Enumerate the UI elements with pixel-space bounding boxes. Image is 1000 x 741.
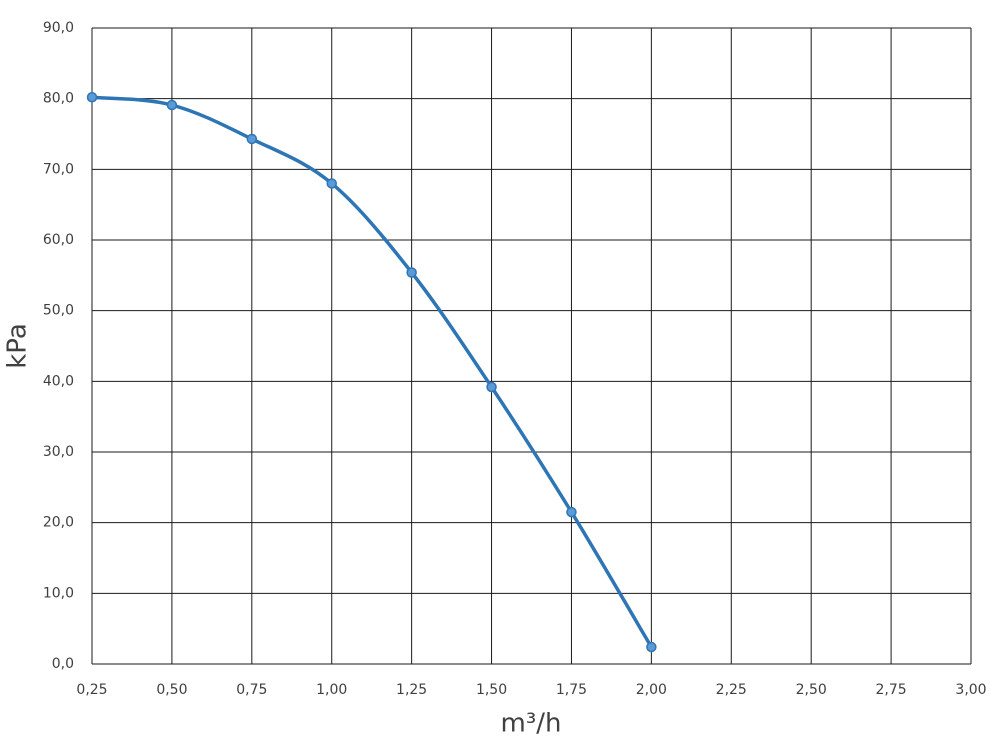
y-tick-label: 40,0	[43, 373, 74, 389]
point	[406, 267, 417, 278]
x-tick-label: 3,00	[955, 682, 986, 698]
x-tick-label: 1,00	[316, 682, 347, 698]
x-tick-label: 1,75	[556, 682, 587, 698]
y-tick-label: 60,0	[43, 232, 74, 248]
y-tick-label: 10,0	[43, 585, 74, 601]
x-tick-label: 0,75	[236, 682, 267, 698]
y-tick-label: 80,0	[43, 91, 74, 107]
y-tick-label: 50,0	[43, 303, 74, 319]
y-tick-label: 0,0	[52, 656, 74, 672]
point	[486, 381, 497, 393]
x-axis-title: m³/h	[501, 709, 562, 739]
x-tick-label: 0,25	[76, 682, 107, 698]
x-tick-label: 2,00	[636, 682, 667, 698]
y-tick-label: 90,0	[43, 20, 74, 36]
y-tick-label: 20,0	[43, 515, 74, 531]
y-tick-label: 30,0	[43, 444, 74, 460]
x-tick-label: 1,25	[396, 682, 427, 698]
x-tick-label: 2,25	[716, 682, 747, 698]
x-tick-label: 2,50	[796, 682, 827, 698]
point	[246, 133, 258, 145]
y-tick-label: 70,0	[43, 161, 74, 177]
x-tick-label: 0,50	[156, 682, 187, 698]
point	[326, 178, 337, 189]
x-tick-label: 2,75	[876, 682, 907, 698]
y-axis-title: kPa	[3, 323, 33, 369]
point	[166, 99, 178, 111]
point	[86, 92, 98, 103]
point	[566, 506, 577, 518]
line	[91, 95, 653, 648]
x-tick-label: 1,50	[476, 682, 507, 698]
point	[646, 641, 657, 653]
